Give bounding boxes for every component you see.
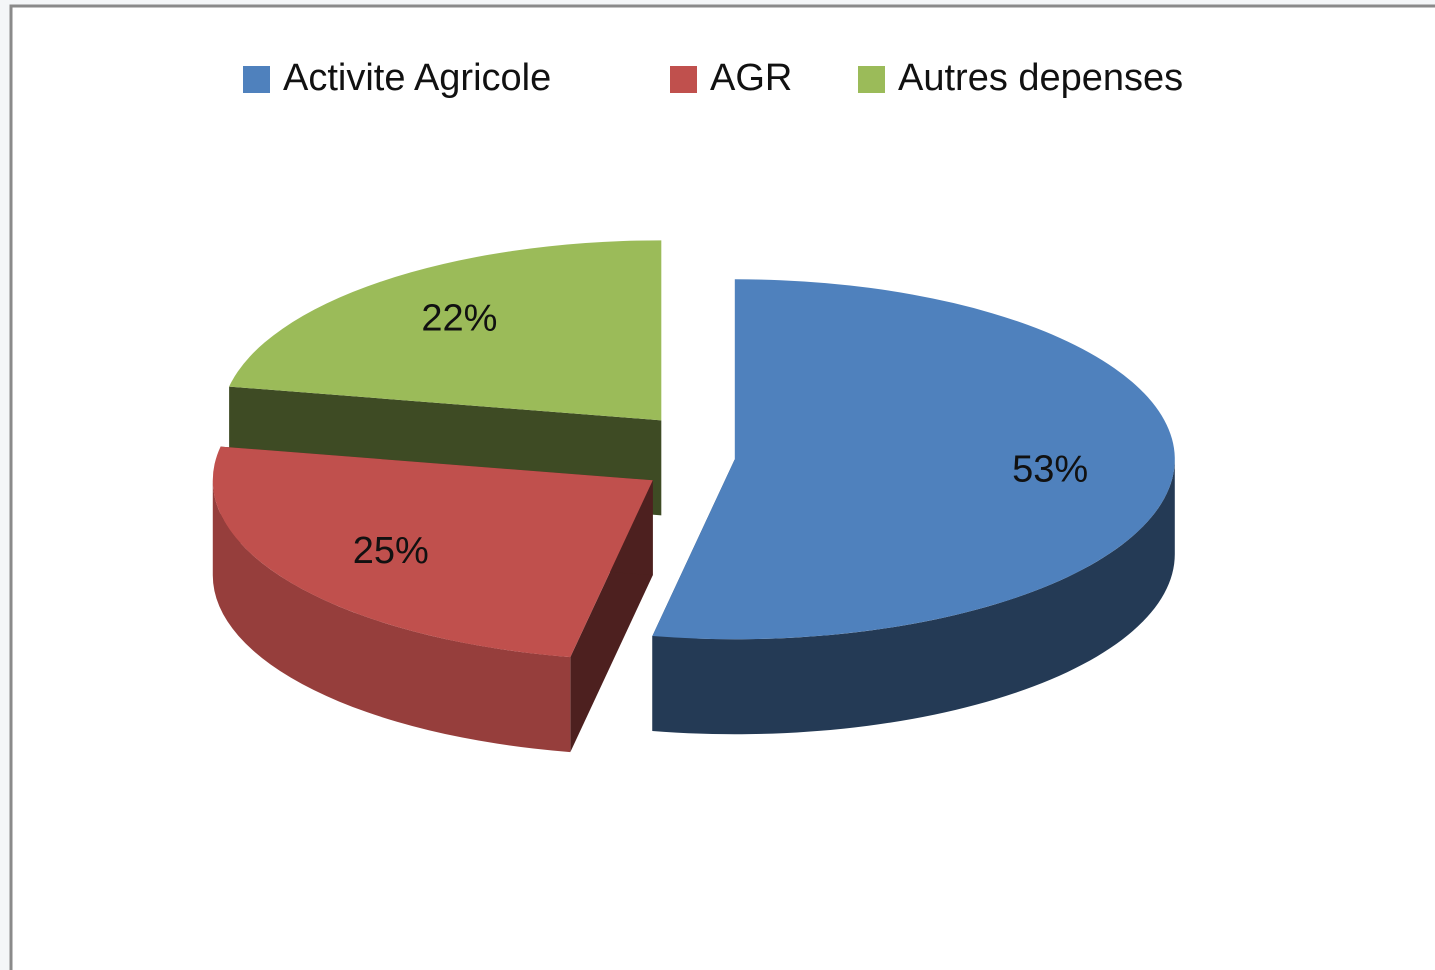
slice (229, 240, 662, 421)
legend-label: Activite Agricole (283, 57, 551, 99)
data-label: 25% (353, 530, 429, 572)
legend-label: Autres depenses (898, 57, 1183, 99)
slice-wall (652, 459, 1175, 735)
legend-swatch (243, 66, 270, 93)
slice (652, 279, 1175, 640)
slice (212, 446, 653, 658)
legend: Activite Agricole AGR Autres depenses (243, 57, 1183, 99)
data-label: 53% (1012, 448, 1088, 490)
legend-swatch (858, 66, 885, 93)
legend-swatch (670, 66, 697, 93)
legend-label: AGR (710, 57, 792, 99)
slice-wall (212, 480, 571, 753)
data-label: 22% (421, 297, 497, 339)
pie: 53% 25% 22% (212, 240, 1175, 753)
